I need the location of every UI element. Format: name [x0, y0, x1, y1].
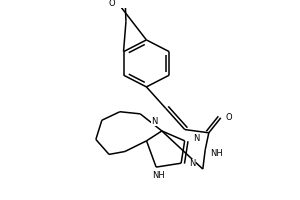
- Text: O: O: [108, 0, 115, 8]
- Text: NH: NH: [210, 149, 223, 158]
- Text: O: O: [226, 113, 232, 122]
- Text: NH: NH: [152, 171, 165, 180]
- Text: N: N: [190, 159, 196, 168]
- Text: N: N: [193, 134, 200, 143]
- Text: N: N: [151, 117, 157, 126]
